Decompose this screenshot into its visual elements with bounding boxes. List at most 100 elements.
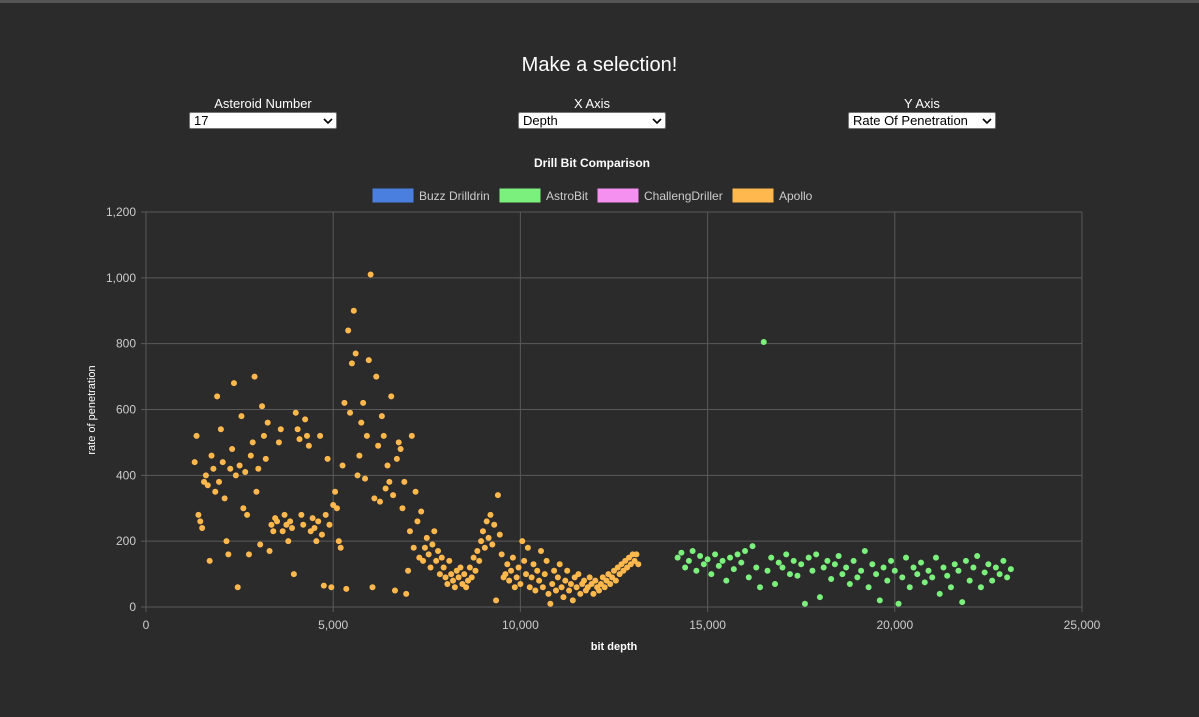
data-point [577,590,584,597]
data-point [515,564,522,571]
data-point [742,548,749,555]
data-point [828,576,835,583]
y-axis-ticks: 0 200 400 600 800 1,000 1,200 [106,205,136,614]
data-point [549,580,556,587]
data-point [547,600,554,607]
data-point [348,360,355,367]
data-point [360,399,367,406]
y-tick-label: 600 [116,403,136,417]
data-point [339,462,346,469]
data-point [240,505,247,512]
x-axis-value: Depth [523,113,558,128]
data-point [403,590,410,597]
chevron-down-icon [652,118,662,125]
legend-swatch[interactable] [597,188,639,203]
data-point [302,416,309,423]
legend-label[interactable]: Buzz Drilldrin [419,189,490,203]
legend-swatch[interactable] [372,188,414,203]
data-point [450,577,457,584]
data-point [745,574,752,581]
data-point [493,597,500,604]
asteroid-number-label: Asteroid Number [214,96,312,111]
data-point [536,577,543,584]
data-point [345,327,352,334]
x-axis-ticks: 0 5,000 10,000 15,000 20,000 25,000 [143,618,1101,632]
data-point [444,580,451,587]
data-point [225,551,232,558]
data-point [335,538,342,545]
data-point [962,557,969,564]
data-point [217,426,224,433]
data-point [410,544,417,551]
data-point [399,505,406,512]
data-point [921,579,928,586]
data-point [362,475,369,482]
data-point [532,587,539,594]
data-point [865,584,872,591]
data-point [846,580,853,587]
data-point [305,442,312,449]
data-point [545,590,552,597]
legend-swatch[interactable] [732,188,774,203]
y-axis-control: Y Axis Rate Of Penetration [842,96,1002,129]
y-axis-value: Rate Of Penetration [853,113,968,128]
data-point [328,584,335,591]
legend-swatch[interactable] [499,188,541,203]
data-point [230,380,237,387]
data-point [786,571,793,578]
data-point [227,465,234,472]
data-point [481,544,488,551]
data-point [322,511,329,518]
data-point [753,564,760,571]
data-point [405,567,412,574]
data-point [393,455,400,462]
data-point [266,548,273,555]
data-point [573,584,580,591]
data-point [526,584,533,591]
legend-label[interactable]: ChallengDriller [644,189,723,203]
data-point [221,495,228,502]
data-point [476,557,483,564]
data-point [320,582,327,589]
data-point [354,472,361,479]
data-point [214,393,221,400]
data-point [929,574,936,581]
data-point [970,564,977,571]
data-point [715,562,722,569]
data-point [768,554,775,561]
data-point [918,559,925,566]
data-point [429,541,436,548]
data-point [590,590,597,597]
data-point [854,574,861,581]
asteroid-number-select[interactable]: 17 [189,112,337,129]
x-axis-select[interactable]: Depth [518,112,666,129]
data-point [401,478,408,485]
data-point [562,577,569,584]
data-point [232,472,239,479]
data-point [596,587,603,594]
legend-label[interactable]: Apollo [779,189,813,203]
data-point [352,350,359,357]
data-point [689,548,696,555]
data-point [380,432,387,439]
data-point [421,544,428,551]
chart-title: Drill Bit Comparison [534,156,650,170]
data-point [861,548,868,555]
chart-grid [141,211,1083,612]
data-point [236,462,243,469]
y-tick-label: 200 [116,534,136,548]
data-point [491,521,498,528]
data-point [607,580,614,587]
top-border [0,0,1199,3]
x-axis-title: bit depth [591,641,638,653]
asteroid-number-value: 17 [194,113,209,128]
data-point [951,561,958,568]
data-point [451,584,458,591]
data-point [801,600,808,607]
data-point [324,455,331,462]
data-point [869,561,876,568]
data-point [506,577,513,584]
y-axis-select[interactable]: Rate Of Penetration [848,112,996,129]
legend-label[interactable]: AstroBit [546,189,589,203]
data-point [277,426,284,433]
